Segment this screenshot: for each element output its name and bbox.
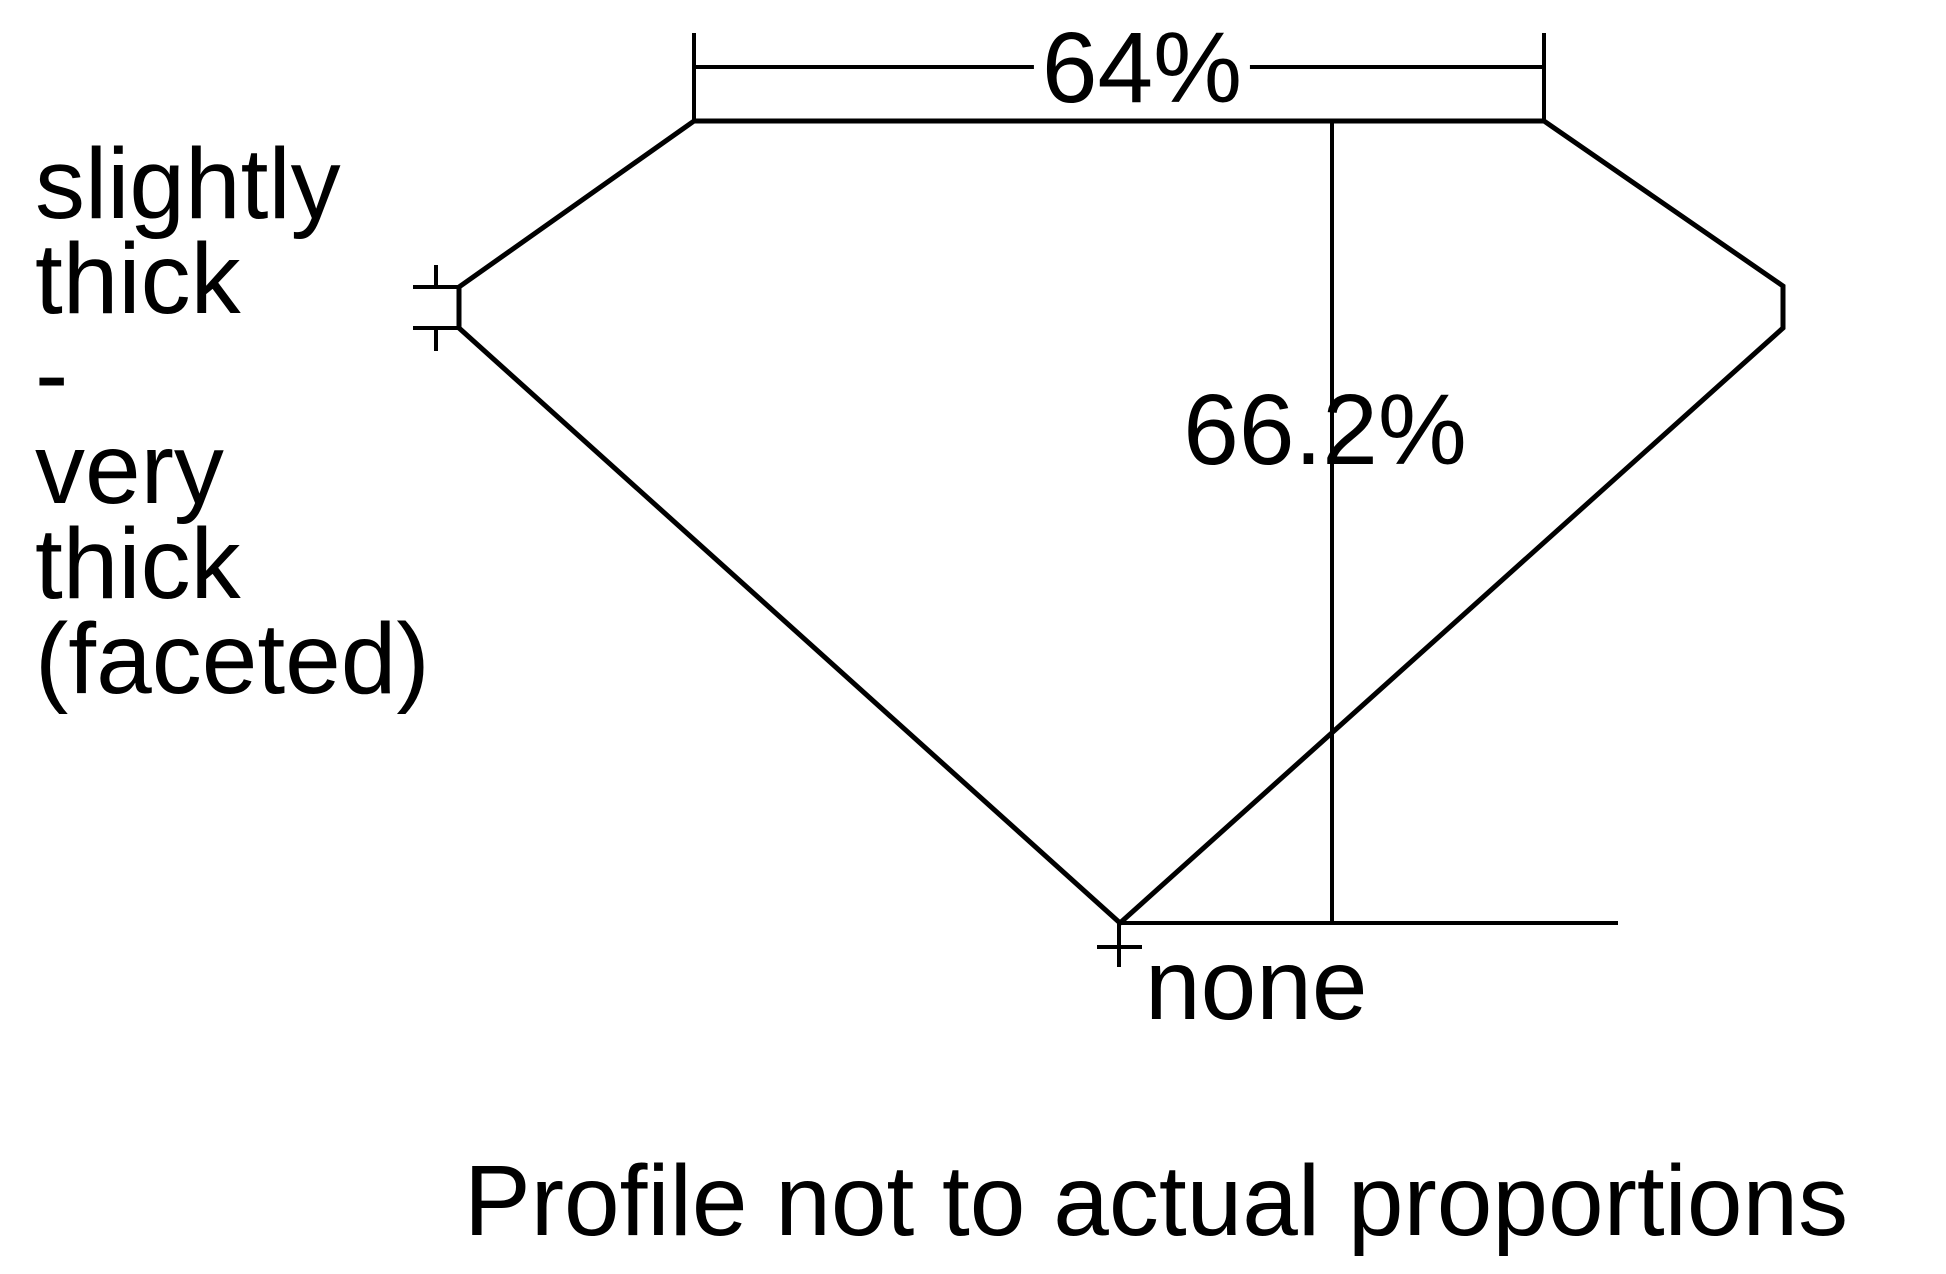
culet-label: none — [1145, 929, 1368, 1041]
girdle-label-line: very — [35, 413, 224, 525]
girdle-label-line: thick — [35, 223, 241, 335]
diamond-outline — [456, 118, 1786, 927]
girdle-label-line: - — [35, 318, 69, 430]
table-percent-label: 64% — [1033, 18, 1251, 118]
girdle-thickness-label: slightly thick - very thick (faceted) — [35, 128, 430, 715]
girdle-label-line: thick — [35, 508, 241, 620]
depth-percent-label: 66.2% — [1183, 374, 1467, 486]
girdle-label-line: slightly — [35, 128, 341, 240]
figure-caption: Profile not to actual proportions — [464, 1145, 1849, 1257]
girdle-label-line: (faceted) — [35, 603, 430, 715]
